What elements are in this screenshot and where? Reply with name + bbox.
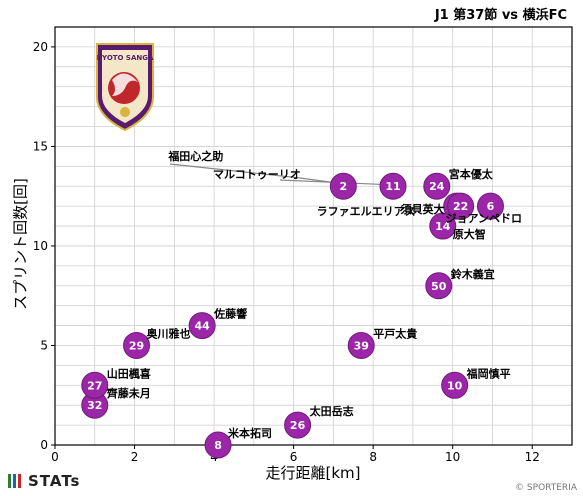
player-name-label: 山田楓喜 — [107, 366, 151, 380]
copyright-credit: © SPORTERIA — [515, 483, 577, 493]
player-name-label: 齊藤未月 — [106, 386, 151, 400]
x-tick-label: 8 — [369, 450, 377, 464]
y-tick-label: 5 — [40, 338, 48, 352]
player-number-label: 27 — [87, 379, 102, 392]
x-tick-label: 6 — [290, 450, 298, 464]
x-tick-label: 12 — [525, 450, 540, 464]
player-point — [379, 172, 407, 200]
data-points: 82632272944391050211242361422米本拓司太田岳志齊藤未… — [81, 149, 522, 459]
player-name-label: ラファエルエリアス — [317, 205, 416, 218]
player-name-label: 佐藤響 — [213, 307, 247, 321]
player-name-label: 福岡慎平 — [466, 366, 511, 380]
player-number-label: 32 — [87, 399, 102, 412]
player-number-label: 24 — [429, 180, 445, 193]
player-name-label: 平戸太貴 — [373, 326, 417, 340]
player-name-label: 鈴木義宜 — [451, 267, 495, 281]
x-axis-label: 走行距離[km] — [265, 464, 361, 482]
player-name-label: 宮本優太 — [449, 167, 494, 181]
player-name-label: 太田岳志 — [309, 404, 354, 418]
brand-bar-icon — [18, 474, 21, 488]
player-point — [347, 331, 375, 359]
player-number-label: 6 — [487, 200, 495, 213]
stats-brand: STATs — [8, 472, 80, 490]
y-tick-label: 0 — [40, 438, 48, 452]
chart-title: J1 第37節 vs 横浜FC — [434, 8, 567, 23]
y-tick-label: 10 — [33, 239, 48, 253]
player-number-label: 26 — [290, 419, 306, 432]
x-tick-label: 2 — [131, 450, 139, 464]
player-number-label: 50 — [431, 280, 447, 293]
player-point — [429, 212, 457, 240]
player-name-label: 原大智 — [453, 227, 486, 241]
player-point — [81, 371, 109, 399]
player-point — [441, 371, 469, 399]
player-number-label: 22 — [453, 200, 468, 213]
logo-text: KYOTO SANGA — [97, 54, 154, 62]
y-tick-label: 20 — [33, 40, 48, 54]
player-name-label: マルコトゥーリオ — [213, 168, 301, 181]
plot-frame — [54, 26, 573, 446]
player-point — [188, 312, 216, 340]
player-point — [476, 192, 504, 220]
player-number-label: 11 — [385, 180, 400, 193]
player-number-label: 44 — [194, 320, 210, 333]
player-point — [423, 172, 451, 200]
player-point — [204, 431, 232, 459]
brand-bar-icon — [8, 474, 11, 488]
player-name-label: 奥川雅也 — [146, 326, 191, 340]
player-number-label: 39 — [354, 339, 369, 352]
player-name-label: 米本拓司 — [227, 426, 272, 440]
player-number-label: 14 — [435, 220, 451, 233]
player-point — [329, 172, 357, 200]
player-point — [447, 192, 475, 220]
club-logo: KYOTO SANGA — [96, 43, 154, 132]
player-point — [284, 411, 312, 439]
brand-bar-icon — [13, 474, 16, 488]
x-tick-label: 10 — [445, 450, 460, 464]
player-name-label: 福田心之助 — [167, 149, 223, 163]
player-number-label: 8 — [214, 439, 222, 452]
player-name-label: ジョアンペドロ — [445, 212, 522, 225]
x-tick-label: 0 — [51, 450, 59, 464]
player-number-label: 10 — [447, 379, 463, 392]
player-point — [425, 272, 453, 300]
player-number-label: 29 — [129, 339, 144, 352]
brand-name: STATs — [28, 472, 81, 490]
player-point — [123, 331, 151, 359]
y-axis-label: スプリント回数[回] — [11, 178, 30, 310]
player-name-label: 須貝英大 — [400, 202, 445, 216]
y-tick-label: 15 — [33, 139, 48, 153]
player-number-label: 2 — [339, 180, 347, 193]
